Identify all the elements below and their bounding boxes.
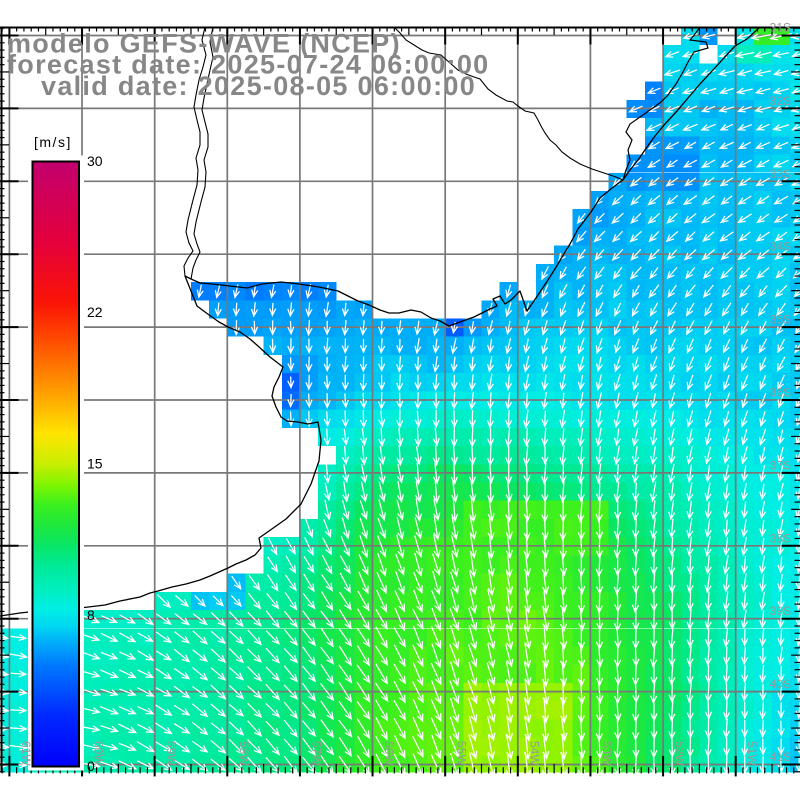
svg-text:57W: 57W — [309, 741, 323, 766]
svg-text:37S: 37S — [770, 458, 791, 472]
svg-text:58W: 58W — [237, 741, 251, 766]
svg-text:51W: 51W — [745, 741, 759, 766]
svg-text:53W: 53W — [600, 741, 614, 766]
svg-text:36S: 36S — [770, 386, 791, 400]
svg-text:8: 8 — [87, 607, 95, 623]
svg-text:38S: 38S — [770, 531, 791, 545]
svg-text:40S: 40S — [770, 677, 791, 691]
svg-text:32S: 32S — [770, 94, 791, 108]
svg-text:modelo GEFS-WAVE (NCEP): modelo GEFS-WAVE (NCEP) — [7, 29, 401, 59]
svg-text:56W: 56W — [382, 741, 396, 766]
svg-text:33S: 33S — [770, 167, 791, 181]
svg-text:61W: 61W — [19, 741, 33, 766]
svg-text:forecast date: 2025-07-24 06:0: forecast date: 2025-07-24 06:00:00 — [7, 50, 489, 80]
svg-text:valid date: 2025-08-05 06:00:0: valid date: 2025-08-05 06:00:00 — [41, 71, 476, 101]
svg-text:55W: 55W — [455, 741, 469, 766]
svg-text:34S: 34S — [770, 240, 791, 254]
svg-text:52W: 52W — [673, 741, 687, 766]
svg-text:59W: 59W — [164, 741, 178, 766]
svg-text:15: 15 — [87, 456, 103, 472]
svg-text:35S: 35S — [770, 313, 791, 327]
svg-text:60W: 60W — [92, 741, 106, 766]
svg-text:0: 0 — [87, 758, 95, 774]
svg-text:22: 22 — [87, 304, 103, 320]
svg-text:30: 30 — [87, 153, 103, 169]
svg-text:54W: 54W — [527, 741, 541, 766]
svg-text:[m/s]: [m/s] — [34, 134, 72, 150]
svg-text:31S: 31S — [770, 21, 791, 35]
svg-text:41S: 41S — [770, 750, 791, 764]
svg-text:39S: 39S — [770, 604, 791, 618]
